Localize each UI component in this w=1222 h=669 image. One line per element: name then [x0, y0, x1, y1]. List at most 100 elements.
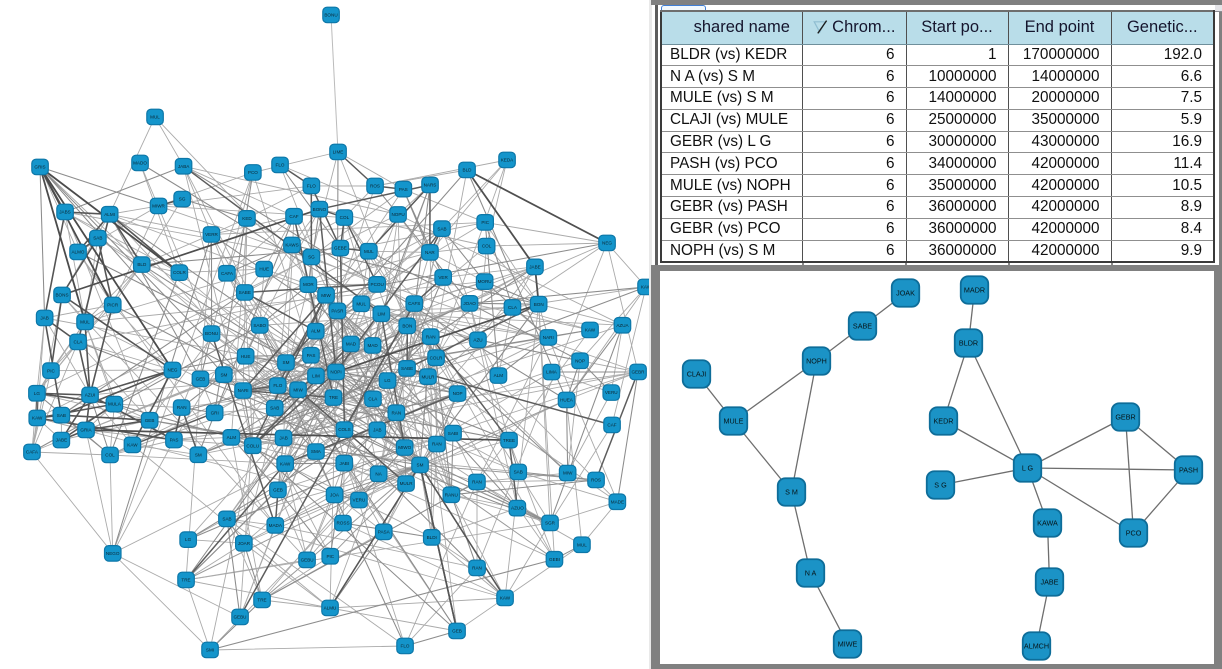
- svg-text:JABE: JABE: [56, 438, 68, 443]
- svg-text:MIWR: MIWR: [152, 204, 165, 209]
- svg-text:MUL: MUL: [150, 115, 160, 120]
- svg-text:LG: LG: [34, 391, 41, 396]
- svg-text:LG: LG: [384, 378, 391, 383]
- svg-text:JABI: JABI: [339, 461, 349, 466]
- svg-text:VER: VER: [438, 275, 448, 280]
- svg-text:PAS: PAS: [170, 438, 179, 443]
- svg-text:MIWO: MIWO: [398, 445, 411, 450]
- svg-text:SG: SG: [179, 197, 186, 202]
- svg-text:BONS: BONS: [55, 293, 68, 298]
- svg-text:BONU: BONU: [205, 331, 218, 336]
- svg-text:CLAJI: CLAJI: [687, 370, 707, 379]
- svg-text:L G: L G: [1022, 464, 1034, 473]
- svg-text:ALMCH: ALMCH: [1024, 642, 1049, 651]
- svg-text:NOP: NOP: [453, 391, 463, 396]
- svg-text:PIC: PIC: [47, 368, 55, 373]
- svg-text:LIME: LIME: [333, 150, 344, 155]
- svg-text:NARI: NARI: [238, 388, 249, 393]
- svg-text:NOPU: NOPU: [391, 212, 404, 217]
- svg-text:AZUA: AZUA: [616, 323, 629, 328]
- svg-text:SABO: SABO: [253, 323, 266, 328]
- svg-text:SAB: SAB: [57, 413, 66, 418]
- svg-text:PAS: PAS: [399, 187, 408, 192]
- svg-text:BON: BON: [402, 324, 412, 329]
- svg-text:JOAK: JOAK: [896, 289, 915, 298]
- svg-text:MORU: MORU: [478, 279, 492, 284]
- svg-text:JOAO: JOAO: [463, 301, 476, 306]
- svg-text:COL: COL: [482, 244, 492, 249]
- svg-text:MIW: MIW: [293, 387, 303, 392]
- svg-text:CAF: CAF: [607, 423, 616, 428]
- svg-text:JAB: JAB: [373, 427, 381, 432]
- svg-text:HUE: HUE: [259, 267, 269, 272]
- svg-text:ALMO: ALMO: [71, 250, 84, 255]
- svg-text:SAB: SAB: [270, 406, 279, 411]
- svg-text:NARS: NARS: [424, 183, 437, 188]
- svg-text:PICR: PICR: [107, 303, 119, 308]
- svg-text:RAN: RAN: [426, 334, 436, 339]
- svg-text:CLA: CLA: [368, 396, 378, 401]
- svg-text:GEB: GEB: [145, 418, 155, 423]
- svg-text:MADO: MADO: [133, 161, 147, 166]
- svg-text:MAD: MAD: [367, 343, 378, 348]
- svg-text:PASA: PASA: [378, 529, 391, 534]
- svg-text:LIMA: LIMA: [546, 370, 558, 375]
- svg-text:PCOU: PCOU: [371, 282, 384, 287]
- svg-text:BLD: BLD: [137, 262, 147, 267]
- svg-text:JABE: JABE: [529, 264, 541, 269]
- svg-text:TRE: TRE: [329, 395, 338, 400]
- svg-text:NOPH: NOPH: [806, 357, 827, 366]
- svg-text:TREE: TREE: [503, 438, 515, 443]
- svg-text:CLA: CLA: [508, 305, 518, 310]
- svg-text:RAN: RAN: [432, 442, 442, 447]
- svg-text:MUL: MUL: [80, 320, 90, 325]
- svg-text:GEBI: GEBI: [549, 557, 560, 562]
- svg-text:KAW: KAW: [127, 443, 138, 448]
- svg-text:SMI: SMI: [206, 648, 214, 653]
- svg-text:GEB: GEB: [196, 377, 206, 382]
- svg-text:CAF: CAF: [289, 214, 298, 219]
- svg-text:HUE: HUE: [241, 354, 251, 359]
- svg-text:SG: SG: [308, 255, 315, 260]
- svg-text:ALM: ALM: [227, 435, 237, 440]
- svg-text:LIM: LIM: [312, 374, 320, 379]
- svg-text:RAN: RAN: [177, 405, 187, 410]
- svg-text:JAB: JAB: [40, 316, 48, 321]
- svg-text:BONO: BONO: [313, 207, 327, 212]
- svg-text:ROS: ROS: [370, 184, 380, 189]
- svg-text:ALM: ALM: [311, 329, 321, 334]
- svg-text:KEDA: KEDA: [501, 158, 514, 163]
- svg-text:BLDI: BLDI: [427, 535, 437, 540]
- svg-text:PCO: PCO: [1126, 529, 1142, 538]
- svg-text:HUEA: HUEA: [560, 398, 574, 403]
- svg-text:PIC: PIC: [326, 554, 334, 559]
- svg-text:GEBR: GEBR: [1115, 413, 1135, 422]
- svg-text:NEG: NEG: [168, 368, 178, 373]
- svg-text:MUL: MUL: [577, 542, 587, 547]
- svg-text:MAD: MAD: [346, 342, 357, 347]
- svg-text:NEGO: NEGO: [106, 551, 120, 556]
- svg-text:PAS: PAS: [307, 353, 316, 358]
- svg-text:ALMI: ALMI: [104, 212, 115, 217]
- svg-text:COL: COL: [105, 453, 115, 458]
- svg-text:GRI: GRI: [211, 410, 219, 415]
- svg-text:SAB: SAB: [437, 226, 446, 231]
- svg-text:ALM: ALM: [494, 373, 504, 378]
- svg-text:NA: NA: [375, 471, 382, 476]
- svg-text:PASH: PASH: [1179, 466, 1198, 475]
- svg-text:KAW: KAW: [280, 461, 291, 466]
- svg-text:GEBU: GEBU: [233, 615, 246, 620]
- svg-text:FLO: FLO: [276, 163, 285, 168]
- svg-text:KEDR: KEDR: [934, 417, 954, 426]
- svg-text:SM: SM: [220, 372, 227, 377]
- svg-text:NEG: NEG: [602, 241, 612, 246]
- svg-text:KED: KED: [242, 216, 252, 221]
- svg-text:RAN: RAN: [391, 410, 401, 415]
- svg-text:MULR: MULR: [421, 374, 435, 379]
- svg-text:SAB: SAB: [222, 517, 231, 522]
- svg-text:MIW: MIW: [563, 471, 573, 476]
- svg-text:N A: N A: [805, 569, 817, 578]
- svg-text:NOPI: NOPI: [330, 370, 341, 375]
- svg-text:FLO: FLO: [401, 644, 410, 649]
- svg-text:COLR: COLR: [173, 270, 186, 275]
